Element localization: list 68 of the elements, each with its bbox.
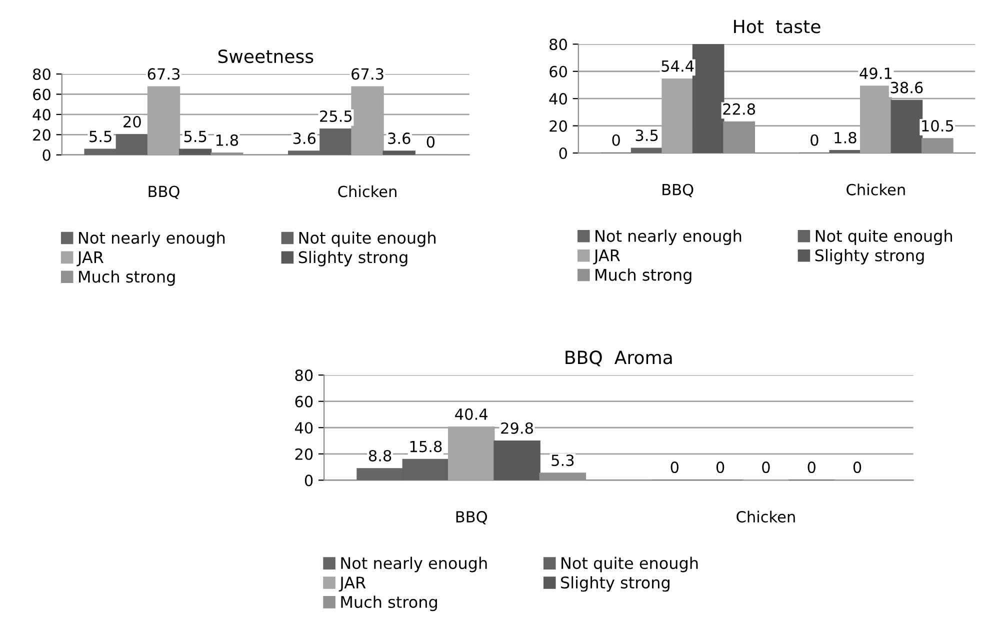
data-label: 3.5 [636,130,658,142]
data-label: 8.8 [368,450,392,462]
data-label: 29.8 [501,422,533,434]
legend-label: Slighty strong [298,250,408,266]
y-tick-label: 20 [295,448,313,460]
x-tick-label: Chicken [846,184,905,196]
legend-label: Not nearly enough [79,231,225,247]
chart-title: BBQ Aroma [566,350,672,366]
legend-label: Not nearly enough [341,556,487,572]
legend-label: Not quite enough [816,230,952,246]
data-label: 0 [716,462,724,474]
legend-label: Not nearly enough [596,230,742,246]
y-tick-label: 0 [559,147,567,160]
legend-label: JAR [338,576,366,592]
data-label: 54.4 [662,60,694,72]
data-label: 0 [762,462,770,474]
data-label: 1.8 [834,132,856,144]
data-label: 22.8 [723,103,756,115]
y-tick-label: 80 [295,370,313,382]
y-tick-label: 60 [33,88,50,100]
legend-label: JAR [76,251,104,266]
y-tick-label: 40 [294,422,313,434]
y-tick-label: 0 [304,474,313,486]
data-label: 1.8 [216,134,238,146]
legend-label: JAR [593,250,620,264]
data-label: 5.3 [552,454,574,466]
legend-label: Slighty strong [815,249,924,264]
data-label: 5.5 [90,130,112,142]
legend-label: Not quite enough [562,556,698,572]
chart-title: Sweetness [218,50,314,64]
y-tick-label: 20 [550,120,567,132]
data-label: 0 [612,134,620,146]
y-tick-label: 80 [33,68,50,80]
y-tick-label: 60 [550,66,567,78]
data-label: 67.3 [148,68,180,80]
data-label: 20 [124,116,141,128]
x-tick-label: BBQ [148,186,180,200]
y-tick-label: 40 [549,93,567,105]
data-label: 38.6 [890,82,923,94]
y-tick-label: 0 [42,149,50,161]
legend-label: Slighty strong [561,576,670,592]
y-tick-label: 40 [32,108,50,120]
data-label: 40.4 [455,408,488,420]
x-tick-label: Chicken [736,510,795,523]
y-tick-label: 80 [550,38,567,50]
data-label: 0 [853,462,862,474]
x-tick-label: BBQ [456,511,487,524]
data-label: 0 [808,462,816,474]
chart-title: Hot taste [734,20,820,34]
data-label: 3.6 [293,132,316,144]
legend-label: Much strong [341,596,437,612]
data-label: 0 [670,462,678,474]
data-label: 15.8 [410,440,442,452]
legend-label: Much strong [79,270,175,286]
x-tick-label: Chicken [338,185,396,198]
legend-label: Much strong [596,268,692,284]
data-label: 25.5 [320,110,352,122]
legend-label: Not quite enough [299,231,436,247]
data-label: 0 [810,134,818,146]
data-label: 0 [426,136,435,148]
data-label: 49.1 [860,68,892,80]
data-label: 5.5 [184,130,206,142]
x-tick-label: BBQ [662,184,694,198]
data-label: 67.3 [352,68,384,80]
y-tick-label: 20 [33,129,50,141]
data-label: 3.6 [388,132,410,144]
y-tick-label: 60 [295,396,313,408]
data-label: 10.5 [922,120,954,132]
